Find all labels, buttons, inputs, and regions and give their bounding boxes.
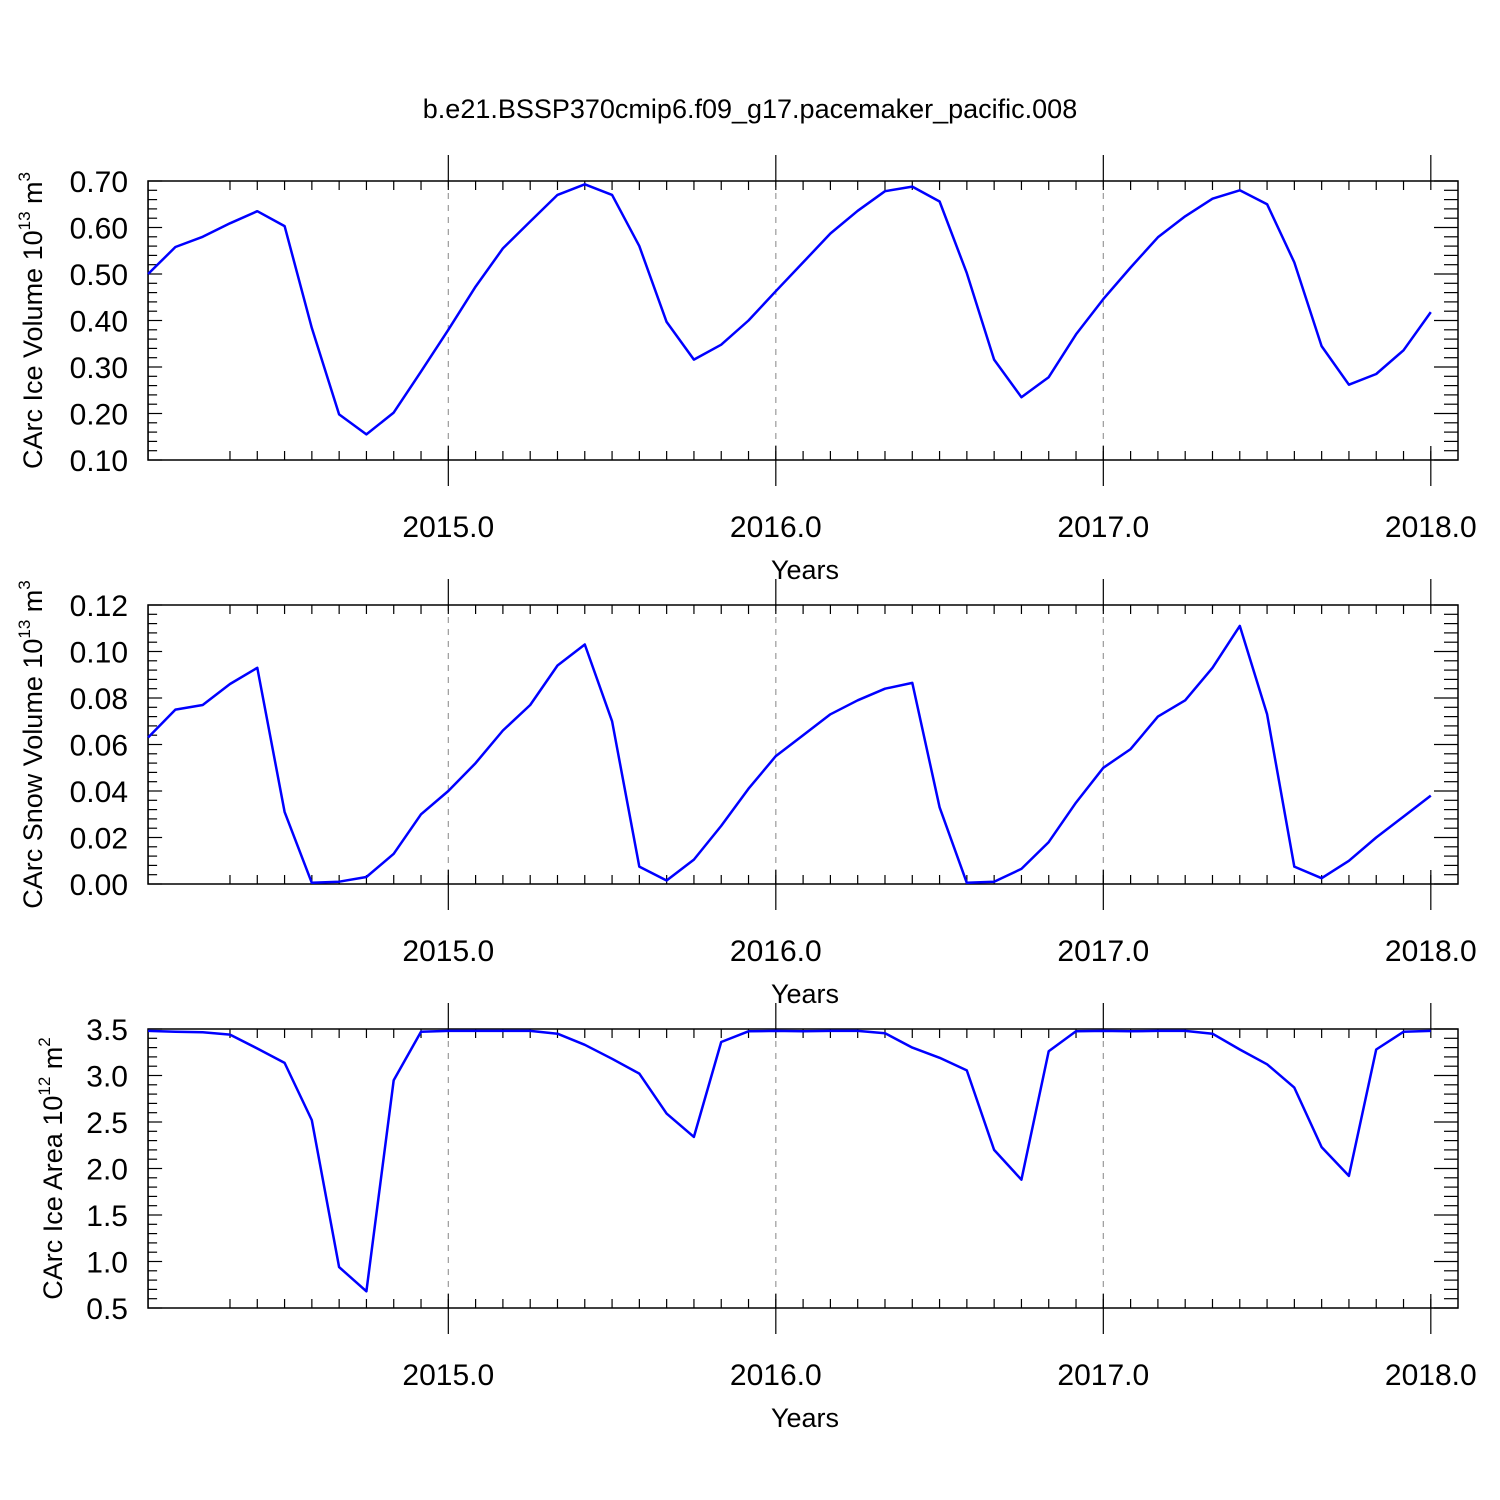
y-tick-label: 0.60 [70, 213, 128, 246]
y-tick-label: 0.10 [70, 637, 128, 670]
panel-1: 2015.0 2016.0 2017.0 2018.0 0.10 0.20 0.30 0.40… [15, 155, 1477, 585]
y-tick-label: 0.10 [70, 445, 128, 478]
y-tick-label: 0.06 [70, 730, 128, 763]
y-tick-label: 0.40 [70, 306, 128, 339]
x-tick-label: 2017.0 [1057, 935, 1149, 968]
y-tick-label: 2.5 [86, 1107, 128, 1140]
x-tick-label: 2018.0 [1385, 935, 1477, 968]
x-tick-label: 2015.0 [402, 935, 494, 968]
x-tick-label: 2017.0 [1057, 511, 1149, 544]
x-tick-label: 2018.0 [1385, 511, 1477, 544]
x-axis-label: Years [771, 555, 839, 585]
plot-frame [147, 604, 1459, 885]
x-tick-label: 2015.0 [402, 511, 494, 544]
figure-title: b.e21.BSSP370cmip6.f09_g17.pacemaker_pac… [423, 94, 1077, 124]
y-tick-label: 0.08 [70, 683, 128, 716]
y-tick-label: 0.00 [70, 869, 128, 902]
y-tick-label: 0.20 [70, 399, 128, 432]
y-tick-label: 1.5 [86, 1200, 128, 1233]
y-tick-label: 3.5 [86, 1014, 128, 1047]
series-line [147, 624, 1432, 885]
x-axis-label: Years [771, 979, 839, 1009]
y-axis-label: CArc Snow Volume 1013 m3 [15, 580, 48, 909]
x-tick-label: 2016.0 [730, 935, 822, 968]
y-tick-label: 0.5 [86, 1293, 128, 1326]
x-axis-label: Years [771, 1403, 839, 1433]
y-tick-label: 3.0 [86, 1061, 128, 1094]
panel-3: 2015.0 2016.0 2017.0 2018.0 0.5 1.0 1.5 2.0 2.5 3… [35, 1003, 1477, 1433]
x-tick-label: 2018.0 [1385, 1359, 1477, 1392]
x-tick-label: 2017.0 [1057, 1359, 1149, 1392]
y-axis-label: CArc Ice Volume 1013 m3 [15, 172, 48, 469]
plot-frame [147, 1028, 1459, 1309]
x-tick-label: 2016.0 [730, 511, 822, 544]
x-tick-label: 2015.0 [402, 1359, 494, 1392]
x-tick-label: 2016.0 [730, 1359, 822, 1392]
y-tick-label: 0.30 [70, 352, 128, 385]
y-tick-label: 0.70 [70, 166, 128, 199]
y-tick-label: 0.50 [70, 259, 128, 292]
series-line [147, 183, 1432, 436]
y-tick-label: 0.02 [70, 823, 128, 856]
panel-2: 2015.0 2016.0 2017.0 2018.0 0.00 0.02 0.04 0.06… [15, 579, 1477, 1009]
y-tick-label: 1.0 [86, 1247, 128, 1280]
y-tick-label: 0.04 [70, 776, 128, 809]
y-tick-label: 0.12 [70, 590, 128, 623]
y-tick-label: 2.0 [86, 1154, 128, 1187]
y-axis-label: CArc Ice Area 1012 m2 [35, 1037, 68, 1300]
series-line [148, 1029, 1431, 1293]
